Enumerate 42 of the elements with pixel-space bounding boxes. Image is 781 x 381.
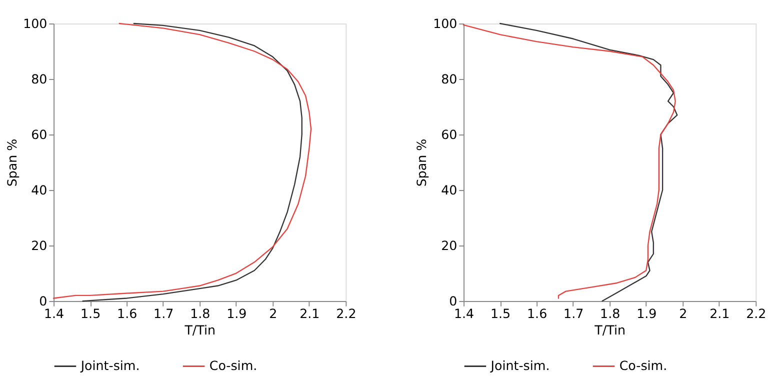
x-tick-label: 1.5 <box>80 306 101 322</box>
line-series <box>462 24 676 299</box>
y-tick-label: 100 <box>23 16 48 31</box>
x-axis-title: T/Tin <box>184 322 216 338</box>
legend-label: Joint-sim. <box>490 358 550 374</box>
y-tick-label: 80 <box>31 71 48 86</box>
x-tick-label: 2 <box>679 306 688 322</box>
y-tick-label: 0 <box>39 293 48 308</box>
x-tick-label: 1.4 <box>454 306 474 322</box>
x-tick-label: 1.5 <box>490 306 511 322</box>
y-tick-label: 20 <box>441 238 458 253</box>
x-tick-label: 1.6 <box>527 306 548 322</box>
x-tick-label: 1.9 <box>636 306 657 322</box>
y-axis-title: Span % <box>414 138 430 187</box>
y-tick-label: 0 <box>449 293 458 308</box>
legend-label: Joint-sim. <box>80 358 140 374</box>
y-tick-label: 80 <box>441 71 458 86</box>
x-tick-label: 1.8 <box>190 306 210 322</box>
line-series <box>82 22 302 302</box>
x-axis-title: T/Tin <box>594 322 626 338</box>
line-series <box>52 22 312 299</box>
x-tick-label: 1.9 <box>226 306 247 322</box>
x-tick-label: 2.2 <box>746 306 766 322</box>
line-series <box>499 22 678 302</box>
x-tick-label: 2.2 <box>336 306 356 322</box>
x-tick-label: 1.7 <box>154 306 174 322</box>
y-tick-label: 100 <box>433 16 458 31</box>
y-tick-label: 40 <box>31 182 48 198</box>
x-tick-label: 1.8 <box>600 306 620 322</box>
x-tick-label: 2.1 <box>300 306 320 322</box>
y-tick-label: 60 <box>31 126 48 142</box>
x-tick-label: 2.1 <box>710 306 730 322</box>
y-tick-label: 40 <box>441 182 458 198</box>
y-axis-title: Span % <box>4 138 20 187</box>
x-tick-label: 1.4 <box>44 306 64 322</box>
x-tick-label: 1.6 <box>117 306 138 322</box>
x-tick-label: 2 <box>269 306 278 322</box>
legend-label: Co-sim. <box>619 358 668 374</box>
y-tick-label: 20 <box>31 238 48 253</box>
legend-label: Co-sim. <box>209 358 258 374</box>
x-tick-label: 1.7 <box>564 306 584 322</box>
y-tick-label: 60 <box>441 126 458 142</box>
